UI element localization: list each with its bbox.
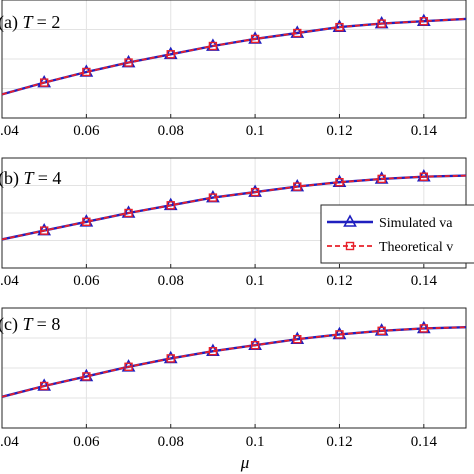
theoretical-point (208, 41, 218, 51)
x-tick-label: 0.08 (158, 273, 184, 289)
x-axis-title: μ (240, 453, 250, 472)
x-tick-label: .04 (0, 123, 19, 139)
theoretical-point (293, 182, 302, 191)
theoretical-point (39, 381, 49, 391)
panel-title: (a) T = 2 (0, 12, 60, 33)
x-tick-label: 0.08 (158, 123, 184, 139)
theoretical-point (335, 22, 344, 32)
theoretical-point (250, 34, 260, 44)
theoretical-point (82, 217, 91, 227)
legend-marker (345, 241, 355, 251)
theoretical-point (208, 193, 218, 202)
legend-marker (343, 214, 357, 227)
x-tick-label: 0.12 (326, 434, 352, 450)
theoretical-series-line (2, 18, 466, 96)
theoretical-point (419, 324, 429, 333)
theoretical-point (419, 17, 429, 26)
x-tick-label: 0.14 (411, 434, 438, 450)
legend-label: Theoretical v (379, 240, 453, 255)
x-tick-label: 0.08 (158, 434, 184, 450)
legend-label: Simulated va (379, 216, 453, 231)
simulated-series-line (2, 17, 466, 96)
theoretical-point (166, 50, 175, 59)
legend: Simulated va Theoretical v (320, 204, 474, 264)
x-tick-label: .04 (0, 273, 19, 289)
x-tick-label: 0.1 (246, 273, 265, 289)
theoretical-point (293, 28, 302, 38)
x-tick-label: 0.12 (326, 273, 352, 289)
x-tick-label: 0.1 (246, 123, 265, 139)
theoretical-point (166, 354, 175, 363)
theoretical-point (293, 335, 302, 344)
panel-title: (c) T = 8 (0, 314, 60, 335)
theoretical-point (377, 174, 386, 184)
theoretical-point (82, 372, 91, 381)
theoretical-point (208, 347, 218, 356)
axes-box (1, 0, 467, 119)
theoretical-point (124, 208, 133, 218)
axes-box (1, 307, 467, 429)
theoretical-point (39, 226, 49, 235)
panel-2: .04 0.06 0.08 0.1 0.12 0.14 (b) T = 4 Simulated… (0, 157, 474, 289)
x-tick-label: 0.06 (73, 434, 100, 450)
theoretical-point (250, 341, 260, 350)
legend-box (320, 204, 474, 264)
x-tick-label: 0.06 (73, 123, 100, 139)
x-tick-label: 0.06 (73, 273, 100, 289)
x-tick-label: 0.14 (411, 123, 438, 139)
panel-1: .04 0.06 0.08 0.1 0.12 0.14 (a) T = 2 (0, 0, 467, 139)
x-tick-label: .04 (0, 434, 19, 450)
theoretical-point (39, 78, 49, 87)
theoretical-point (377, 19, 386, 28)
theoretical-series-line (2, 174, 466, 241)
theoretical-series-line (2, 326, 466, 398)
x-tick-label: 0.12 (326, 123, 352, 139)
panel-3: .04 0.06 0.08 0.1 0.12 0.14 (c) T = 8 μ (0, 307, 467, 472)
theoretical-point (335, 330, 344, 339)
theoretical-point (124, 362, 133, 371)
theoretical-point (419, 172, 429, 181)
theoretical-point (124, 58, 133, 67)
theoretical-point (335, 177, 344, 187)
theoretical-point (250, 187, 260, 197)
x-tick-label: 0.14 (411, 273, 438, 289)
x-tick-label: 0.1 (246, 434, 265, 450)
panel-title: (b) T = 4 (0, 168, 61, 189)
theoretical-point (82, 67, 91, 77)
theoretical-point (166, 201, 175, 210)
theoretical-point (377, 326, 386, 335)
